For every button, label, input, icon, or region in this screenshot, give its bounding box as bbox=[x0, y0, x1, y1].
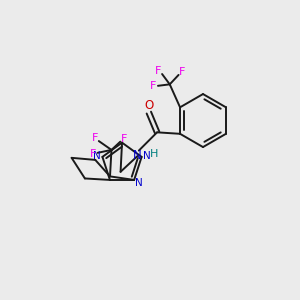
Text: N: N bbox=[93, 151, 101, 161]
Text: N: N bbox=[135, 178, 143, 188]
Text: F: F bbox=[92, 133, 98, 142]
Text: H: H bbox=[150, 149, 158, 159]
Text: F: F bbox=[179, 67, 185, 77]
Text: F: F bbox=[150, 81, 157, 91]
Text: F: F bbox=[155, 66, 162, 76]
Text: O: O bbox=[144, 99, 154, 112]
Text: N: N bbox=[143, 151, 151, 161]
Text: F: F bbox=[90, 149, 96, 159]
Text: N: N bbox=[133, 149, 142, 162]
Text: F: F bbox=[121, 134, 127, 144]
